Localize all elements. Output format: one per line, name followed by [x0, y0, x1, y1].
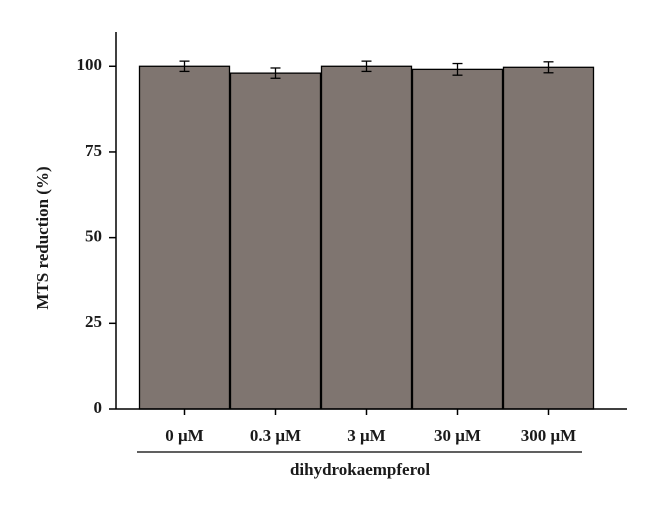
bar [229, 72, 322, 410]
y-tick-label: 100 [77, 55, 103, 74]
bar [320, 65, 413, 410]
y-axis-label: MTS reduction (%) [33, 166, 52, 309]
x-tick-label: 0 μM [165, 426, 203, 445]
bar [138, 65, 231, 410]
y-tick-label: 0 [94, 398, 103, 417]
bar [411, 68, 504, 410]
x-tick-label: 30 μM [434, 426, 481, 445]
x-tick-label: 0.3 μM [250, 426, 301, 445]
x-tick-label: 300 μM [521, 426, 576, 445]
bar [502, 66, 595, 410]
x-tick-label: 3 μM [347, 426, 385, 445]
x-axis-label: dihydrokaempferol [290, 460, 430, 479]
y-tick-label: 50 [85, 227, 102, 246]
y-tick-label: 25 [85, 312, 102, 331]
y-tick-label: 75 [85, 141, 102, 160]
